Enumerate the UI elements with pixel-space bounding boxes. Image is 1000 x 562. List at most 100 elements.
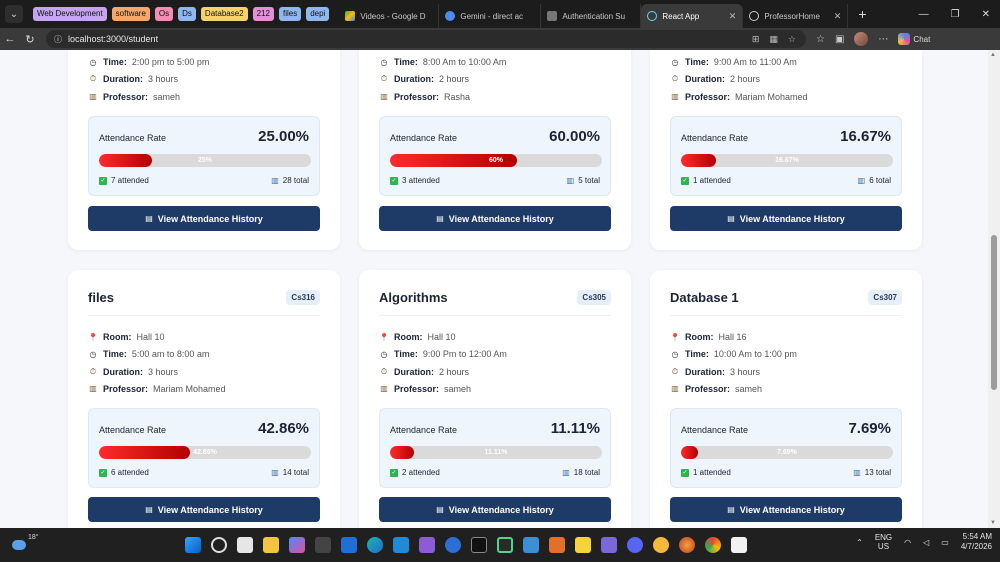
bookmark-depi[interactable]: depi: [306, 7, 330, 21]
chevron-up-icon[interactable]: ⌃: [856, 537, 863, 547]
professor-label: Professor:: [394, 383, 440, 394]
stopwatch-icon: ⏱: [380, 74, 388, 84]
address-bar[interactable]: ⓘ localhost:3000/student ⊞ ▦ ☆: [46, 30, 806, 48]
stopwatch-icon: ⏱: [671, 74, 679, 84]
bookmark-web-development[interactable]: Web Development: [33, 7, 107, 21]
view-attendance-history-button[interactable]: ▤ View Attendance History: [379, 497, 611, 522]
minimize-icon[interactable]: —: [918, 8, 929, 20]
books-icon: ▥: [562, 468, 570, 477]
extension-icon[interactable]: ▦: [769, 33, 778, 44]
favorites-icon[interactable]: ☆: [816, 33, 825, 45]
duration-value: 3 hours: [148, 74, 179, 85]
close-tab-icon[interactable]: ✕: [833, 10, 842, 21]
duration-value: 2 hours: [439, 74, 470, 85]
restore-icon[interactable]: ❐: [950, 8, 960, 20]
bookmark-ds[interactable]: Ds: [178, 7, 196, 21]
tab-gemini[interactable]: Gemini - direct ac: [439, 4, 542, 28]
tab-search-button[interactable]: ⌄: [5, 5, 23, 23]
collections-icon[interactable]: ▣: [834, 33, 845, 45]
view-attendance-history-button[interactable]: ▤ View Attendance History: [88, 206, 320, 231]
scroll-down-icon[interactable]: ▼: [990, 520, 996, 526]
tab-professor-home[interactable]: ProfessorHome ✕: [743, 4, 849, 28]
clion-icon[interactable]: [497, 537, 513, 553]
clock-icon: ◷: [671, 349, 679, 359]
task-view-icon[interactable]: [237, 537, 253, 553]
visual-studio-icon[interactable]: [419, 537, 435, 553]
copilot-icon[interactable]: [289, 537, 305, 553]
app-icon[interactable]: [653, 537, 669, 553]
books-icon: ▥: [271, 468, 279, 477]
attended-count-text: 6 attended: [111, 468, 149, 477]
star-icon[interactable]: ☆: [787, 33, 796, 44]
view-attendance-history-button[interactable]: ▤ View Attendance History: [88, 497, 320, 522]
attendance-progress-bar: 16.67%: [681, 154, 893, 167]
wifi-icon[interactable]: ◠: [904, 537, 912, 547]
attendance-rate-value: 25.00%: [258, 128, 309, 145]
back-icon[interactable]: ←: [4, 33, 16, 45]
tab-react-app[interactable]: React App ✕: [641, 4, 744, 28]
view-attendance-history-button[interactable]: ▤ View Attendance History: [379, 206, 611, 231]
reload-icon[interactable]: ↻: [25, 33, 35, 46]
bookmark-software[interactable]: software: [111, 7, 150, 21]
more-icon[interactable]: ⋯: [878, 33, 889, 45]
office-icon[interactable]: [549, 537, 565, 553]
attendance-progress-text: 25%: [197, 157, 212, 164]
attendance-progress-bar: 11.11%: [390, 446, 602, 459]
language-indicator[interactable]: ENG US: [875, 533, 892, 551]
attendance-progress-text: 7.69%: [777, 449, 797, 456]
jetbrains-icon[interactable]: [471, 537, 487, 553]
books-icon: ▥: [671, 92, 679, 102]
site-info-icon[interactable]: ⓘ: [54, 34, 62, 44]
file-explorer-icon[interactable]: [263, 537, 279, 553]
mail-icon[interactable]: [341, 537, 357, 553]
search-icon[interactable]: [211, 537, 227, 553]
bookmark-files[interactable]: files: [278, 7, 302, 21]
duration-label: Duration:: [685, 74, 725, 85]
stack-icon[interactable]: [523, 537, 539, 553]
chrome-icon[interactable]: [705, 537, 721, 553]
bookmark-212[interactable]: 212: [252, 7, 274, 21]
clock[interactable]: 5:54 AM 4/7/2026: [961, 532, 992, 552]
vscode-icon[interactable]: [393, 537, 409, 553]
app-icon[interactable]: [445, 537, 461, 553]
scroll-up-icon[interactable]: ▲: [990, 52, 996, 58]
attended-count: ✓ 7 attended: [99, 176, 149, 185]
translate-icon[interactable]: ⊞: [751, 33, 760, 44]
weather-widget[interactable]: 18°: [12, 534, 39, 550]
attended-count-text: 1 attended: [693, 176, 731, 185]
notes-icon[interactable]: [575, 537, 591, 553]
view-attendance-history-button[interactable]: ▤ View Attendance History: [670, 497, 902, 522]
course-card: ◷ Time: 8:00 Am to 10:00 Am ⏱ Duration: …: [359, 50, 631, 250]
volume-icon[interactable]: ◁: [923, 537, 930, 547]
tab-title: React App: [662, 11, 700, 21]
edge-icon[interactable]: [367, 537, 383, 553]
store-icon[interactable]: [315, 537, 331, 553]
profile-avatar[interactable]: [854, 32, 869, 46]
view-attendance-history-label: View Attendance History: [157, 213, 263, 224]
course-room-row: 📍 Room: Hall 10: [88, 332, 165, 342]
close-tab-icon[interactable]: ✕: [728, 10, 737, 21]
tab-authentication[interactable]: Authentication Su: [541, 4, 642, 28]
tab-title: Gemini - direct ac: [460, 11, 524, 21]
view-attendance-history-button[interactable]: ▤ View Attendance History: [670, 206, 902, 231]
scrollbar-thumb[interactable]: [991, 235, 997, 390]
time-value: 9:00 Am to 11:00 Am: [713, 57, 797, 67]
professor-value: sameh: [735, 383, 763, 394]
teams-icon[interactable]: [601, 537, 617, 553]
battery-icon[interactable]: ▭: [941, 537, 949, 547]
stopwatch-icon: ⏱: [89, 366, 97, 376]
copilot-chat-button[interactable]: Chat: [898, 33, 930, 45]
attended-count-text: 7 attended: [111, 176, 149, 185]
discord-icon[interactable]: [627, 537, 643, 553]
new-tab-button[interactable]: +: [858, 6, 867, 22]
close-window-icon[interactable]: ✕: [981, 8, 990, 20]
sun-icon[interactable]: [679, 537, 695, 553]
attendance-progress-text: 60%: [488, 157, 503, 164]
bookmark-database2[interactable]: Database2: [200, 7, 248, 21]
start-icon[interactable]: [185, 537, 201, 553]
time-label: Time:: [103, 349, 127, 360]
notion-icon[interactable]: [731, 537, 747, 553]
bookmark-os[interactable]: Os: [154, 7, 174, 21]
page-scrollbar[interactable]: ▲ ▼: [988, 50, 1000, 528]
tab-videos[interactable]: Videos - Google D: [339, 4, 440, 28]
